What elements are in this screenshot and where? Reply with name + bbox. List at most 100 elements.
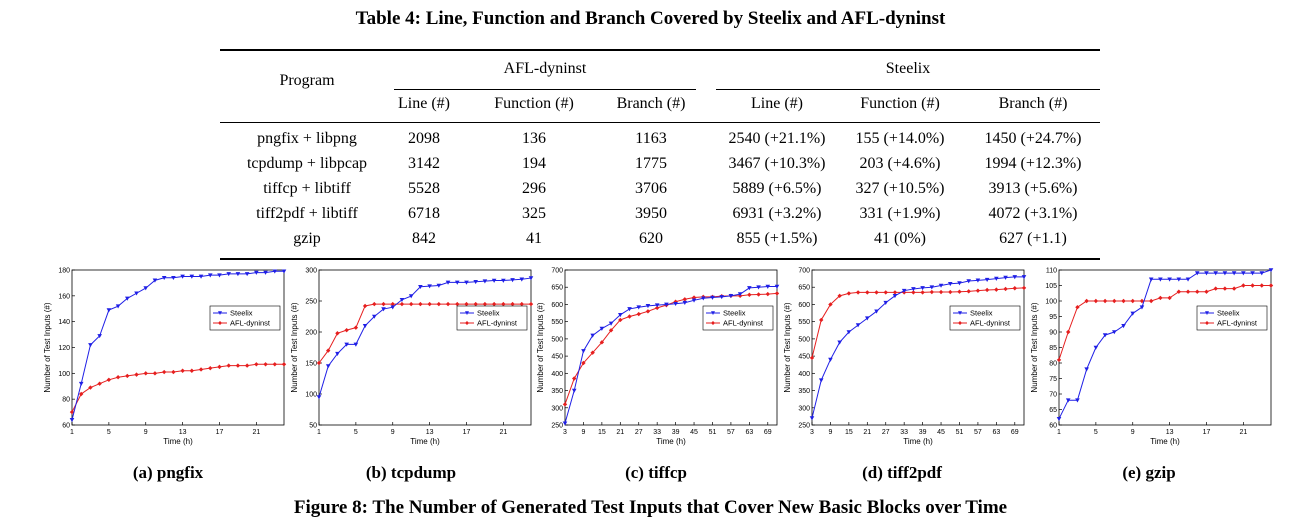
afl-dyninst-marker bbox=[1012, 286, 1017, 291]
steelix-marker bbox=[765, 284, 771, 289]
steelix-marker bbox=[482, 279, 488, 284]
steelix-marker bbox=[1222, 271, 1228, 276]
series-line-steelix bbox=[1058, 269, 1272, 420]
table-cell: 194 bbox=[522, 155, 546, 172]
table-cell: 6718 bbox=[408, 205, 440, 222]
steelix-marker bbox=[846, 330, 852, 335]
steelix-marker bbox=[719, 295, 724, 300]
x-tick-label: 21 bbox=[616, 429, 624, 436]
y-tick-label: 100 bbox=[305, 392, 317, 399]
y-tick-label: 100 bbox=[58, 371, 70, 378]
steelix-marker bbox=[1241, 271, 1246, 276]
steelix-marker bbox=[1130, 311, 1136, 316]
afl-dyninst-marker bbox=[143, 371, 148, 376]
y-tick-label: 110 bbox=[1046, 268, 1057, 275]
y-tick-label: 550 bbox=[798, 319, 810, 326]
steelix-marker bbox=[691, 298, 697, 303]
steelix-marker bbox=[654, 303, 660, 308]
steelix-marker bbox=[938, 283, 944, 288]
steelix-marker bbox=[1185, 277, 1191, 282]
y-tick-label: 450 bbox=[798, 354, 810, 361]
y-tick-label: 250 bbox=[305, 299, 317, 306]
y-tick-label: 650 bbox=[551, 285, 563, 292]
legend-marker bbox=[958, 311, 962, 315]
x-tick-label: 1 bbox=[70, 429, 74, 436]
steelix-marker bbox=[1139, 305, 1145, 310]
afl-dyninst-marker bbox=[88, 385, 93, 390]
series-line-steelix bbox=[811, 276, 1024, 419]
x-tick-label: 9 bbox=[144, 429, 148, 436]
y-tick-label: 400 bbox=[551, 371, 563, 378]
x-tick-label: 33 bbox=[900, 429, 908, 436]
legend-label: Steelix bbox=[230, 309, 253, 318]
steelix-marker bbox=[226, 272, 231, 277]
table-cell: 1994 (+12.3%) bbox=[984, 155, 1082, 172]
y-tick-label: 80 bbox=[1049, 361, 1057, 368]
afl-dyninst-marker bbox=[464, 301, 469, 307]
table-cell: 41 (0%) bbox=[874, 230, 926, 247]
afl-dyninst-marker bbox=[106, 377, 112, 382]
y-tick-label: 300 bbox=[551, 405, 563, 412]
table-caption: Table 4: Line, Function and Branch Cover… bbox=[355, 8, 946, 29]
steelix-marker bbox=[957, 281, 962, 286]
steelix-marker bbox=[501, 278, 506, 283]
afl-dyninst-marker bbox=[226, 363, 231, 368]
steelix-marker bbox=[1167, 277, 1172, 282]
afl-dyninst-marker bbox=[316, 360, 322, 366]
steelix-marker bbox=[645, 304, 651, 309]
steelix-marker bbox=[381, 307, 386, 312]
chart-tcpdump: 50 100 150 200 250 300 1 5 9 13 17 21 Time (h) Number… bbox=[287, 262, 543, 452]
steelix-marker bbox=[254, 270, 259, 275]
y-tick-label: 100 bbox=[1045, 299, 1057, 306]
steelix-marker bbox=[710, 295, 715, 300]
steelix-marker bbox=[747, 286, 752, 291]
x-axis-label: Time (h) bbox=[903, 437, 933, 446]
steelix-marker bbox=[608, 321, 614, 326]
y-tick-label: 180 bbox=[58, 268, 70, 275]
afl-dyninst-marker bbox=[390, 301, 395, 307]
afl-dyninst-marker bbox=[381, 301, 386, 307]
x-tick-label: 5 bbox=[354, 429, 358, 436]
table-cell: 331 (+1.9%) bbox=[859, 205, 941, 222]
afl-dyninst-marker bbox=[966, 289, 971, 294]
steelix-marker bbox=[1112, 330, 1117, 335]
afl-dyninst-marker bbox=[828, 302, 833, 307]
x-tick-label: 9 bbox=[828, 429, 832, 436]
steelix-marker bbox=[590, 333, 595, 338]
steelix-marker bbox=[1259, 271, 1265, 276]
y-tick-label: 60 bbox=[1049, 423, 1057, 430]
afl-dyninst-marker bbox=[171, 369, 176, 375]
steelix-marker bbox=[399, 297, 405, 303]
y-axis-label: Number of Test Inputs (#) bbox=[43, 302, 52, 392]
steelix-marker bbox=[454, 280, 460, 285]
plot-frame bbox=[71, 269, 285, 426]
afl-dyninst-marker bbox=[819, 317, 824, 323]
y-tick-label: 700 bbox=[798, 268, 810, 275]
x-tick-label: 63 bbox=[992, 429, 1000, 436]
table-cell: 4072 (+3.1%) bbox=[988, 205, 1078, 222]
afl-dyninst-marker bbox=[436, 301, 442, 307]
steelix-marker bbox=[901, 288, 907, 293]
x-tick-label: 3 bbox=[810, 429, 814, 436]
table-cell: 3706 bbox=[635, 180, 667, 197]
legend-marker bbox=[958, 321, 962, 325]
subcaption-tcpdump: (b) tcpdump bbox=[365, 463, 457, 482]
afl-dyninst-marker bbox=[774, 291, 780, 296]
legend-marker bbox=[465, 321, 469, 325]
legend-label: Steelix bbox=[1217, 309, 1240, 318]
steelix-marker bbox=[528, 276, 534, 281]
x-tick-label: 9 bbox=[391, 429, 395, 436]
steelix-marker bbox=[115, 304, 121, 309]
table-row-program: pngfix + libpng bbox=[257, 130, 357, 147]
table-row-program: tcpdump + libpcap bbox=[246, 155, 368, 172]
x-tick-label: 13 bbox=[179, 429, 187, 436]
y-axis-label: Number of Test Inputs (#) bbox=[783, 302, 792, 392]
table-cell: 1775 bbox=[635, 155, 667, 172]
steelix-marker bbox=[774, 284, 780, 289]
afl-dyninst-marker bbox=[189, 368, 195, 373]
y-tick-label: 70 bbox=[1049, 392, 1057, 399]
afl-dyninst-marker bbox=[362, 303, 368, 309]
steelix-marker bbox=[281, 269, 287, 274]
steelix-marker bbox=[818, 378, 824, 383]
